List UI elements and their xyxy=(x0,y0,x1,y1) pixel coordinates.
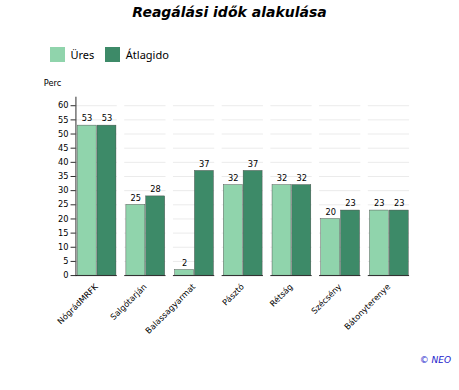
svg-text:23: 23 xyxy=(345,198,356,208)
svg-text:Szécsény: Szécsény xyxy=(309,281,343,315)
svg-text:23: 23 xyxy=(394,198,405,208)
svg-text:25: 25 xyxy=(131,192,142,202)
svg-text:25: 25 xyxy=(58,199,68,209)
svg-text:32: 32 xyxy=(296,172,307,182)
svg-text:Pásztó: Pásztó xyxy=(220,281,246,307)
svg-text:55: 55 xyxy=(58,114,68,124)
svg-text:Perc: Perc xyxy=(44,77,62,87)
svg-text:32: 32 xyxy=(228,172,239,182)
svg-text:45: 45 xyxy=(58,142,68,152)
svg-text:60: 60 xyxy=(58,100,68,110)
html-text:Reagálási idők alakulása: Reagálási idők alakulása xyxy=(132,4,327,20)
svg-text:Balassagyarmat: Balassagyarmat xyxy=(143,281,198,336)
svg-text:10: 10 xyxy=(58,241,68,251)
svg-text:Rétság: Rétság xyxy=(268,281,295,308)
svg-text:20: 20 xyxy=(325,206,336,216)
svg-text:37: 37 xyxy=(199,158,210,168)
html-text:© NEO: © NEO xyxy=(419,355,451,366)
svg-text:53: 53 xyxy=(102,113,113,123)
svg-text:5: 5 xyxy=(63,256,68,266)
svg-text:NógrádMRFK: NógrádMRFK xyxy=(55,281,100,326)
svg-text:Salgótarján: Salgótarján xyxy=(108,281,148,321)
svg-text:53: 53 xyxy=(82,113,93,123)
svg-text:50: 50 xyxy=(58,128,68,138)
svg-text:40: 40 xyxy=(58,156,68,166)
html-text:Üres: Üres xyxy=(70,47,95,62)
svg-text:28: 28 xyxy=(150,184,161,194)
svg-text:37: 37 xyxy=(248,158,259,168)
svg-text:32: 32 xyxy=(277,172,288,182)
svg-text:20: 20 xyxy=(58,213,68,223)
svg-text:Bátonyterenye: Bátonyterenye xyxy=(342,281,392,331)
svg-text:2: 2 xyxy=(182,257,187,267)
svg-text:35: 35 xyxy=(58,171,68,181)
svg-text:23: 23 xyxy=(374,198,385,208)
html-text:Átlagido: Átlagido xyxy=(125,47,169,62)
svg-text:0: 0 xyxy=(63,270,68,280)
svg-text:15: 15 xyxy=(58,227,68,237)
svg-text:30: 30 xyxy=(58,185,68,195)
